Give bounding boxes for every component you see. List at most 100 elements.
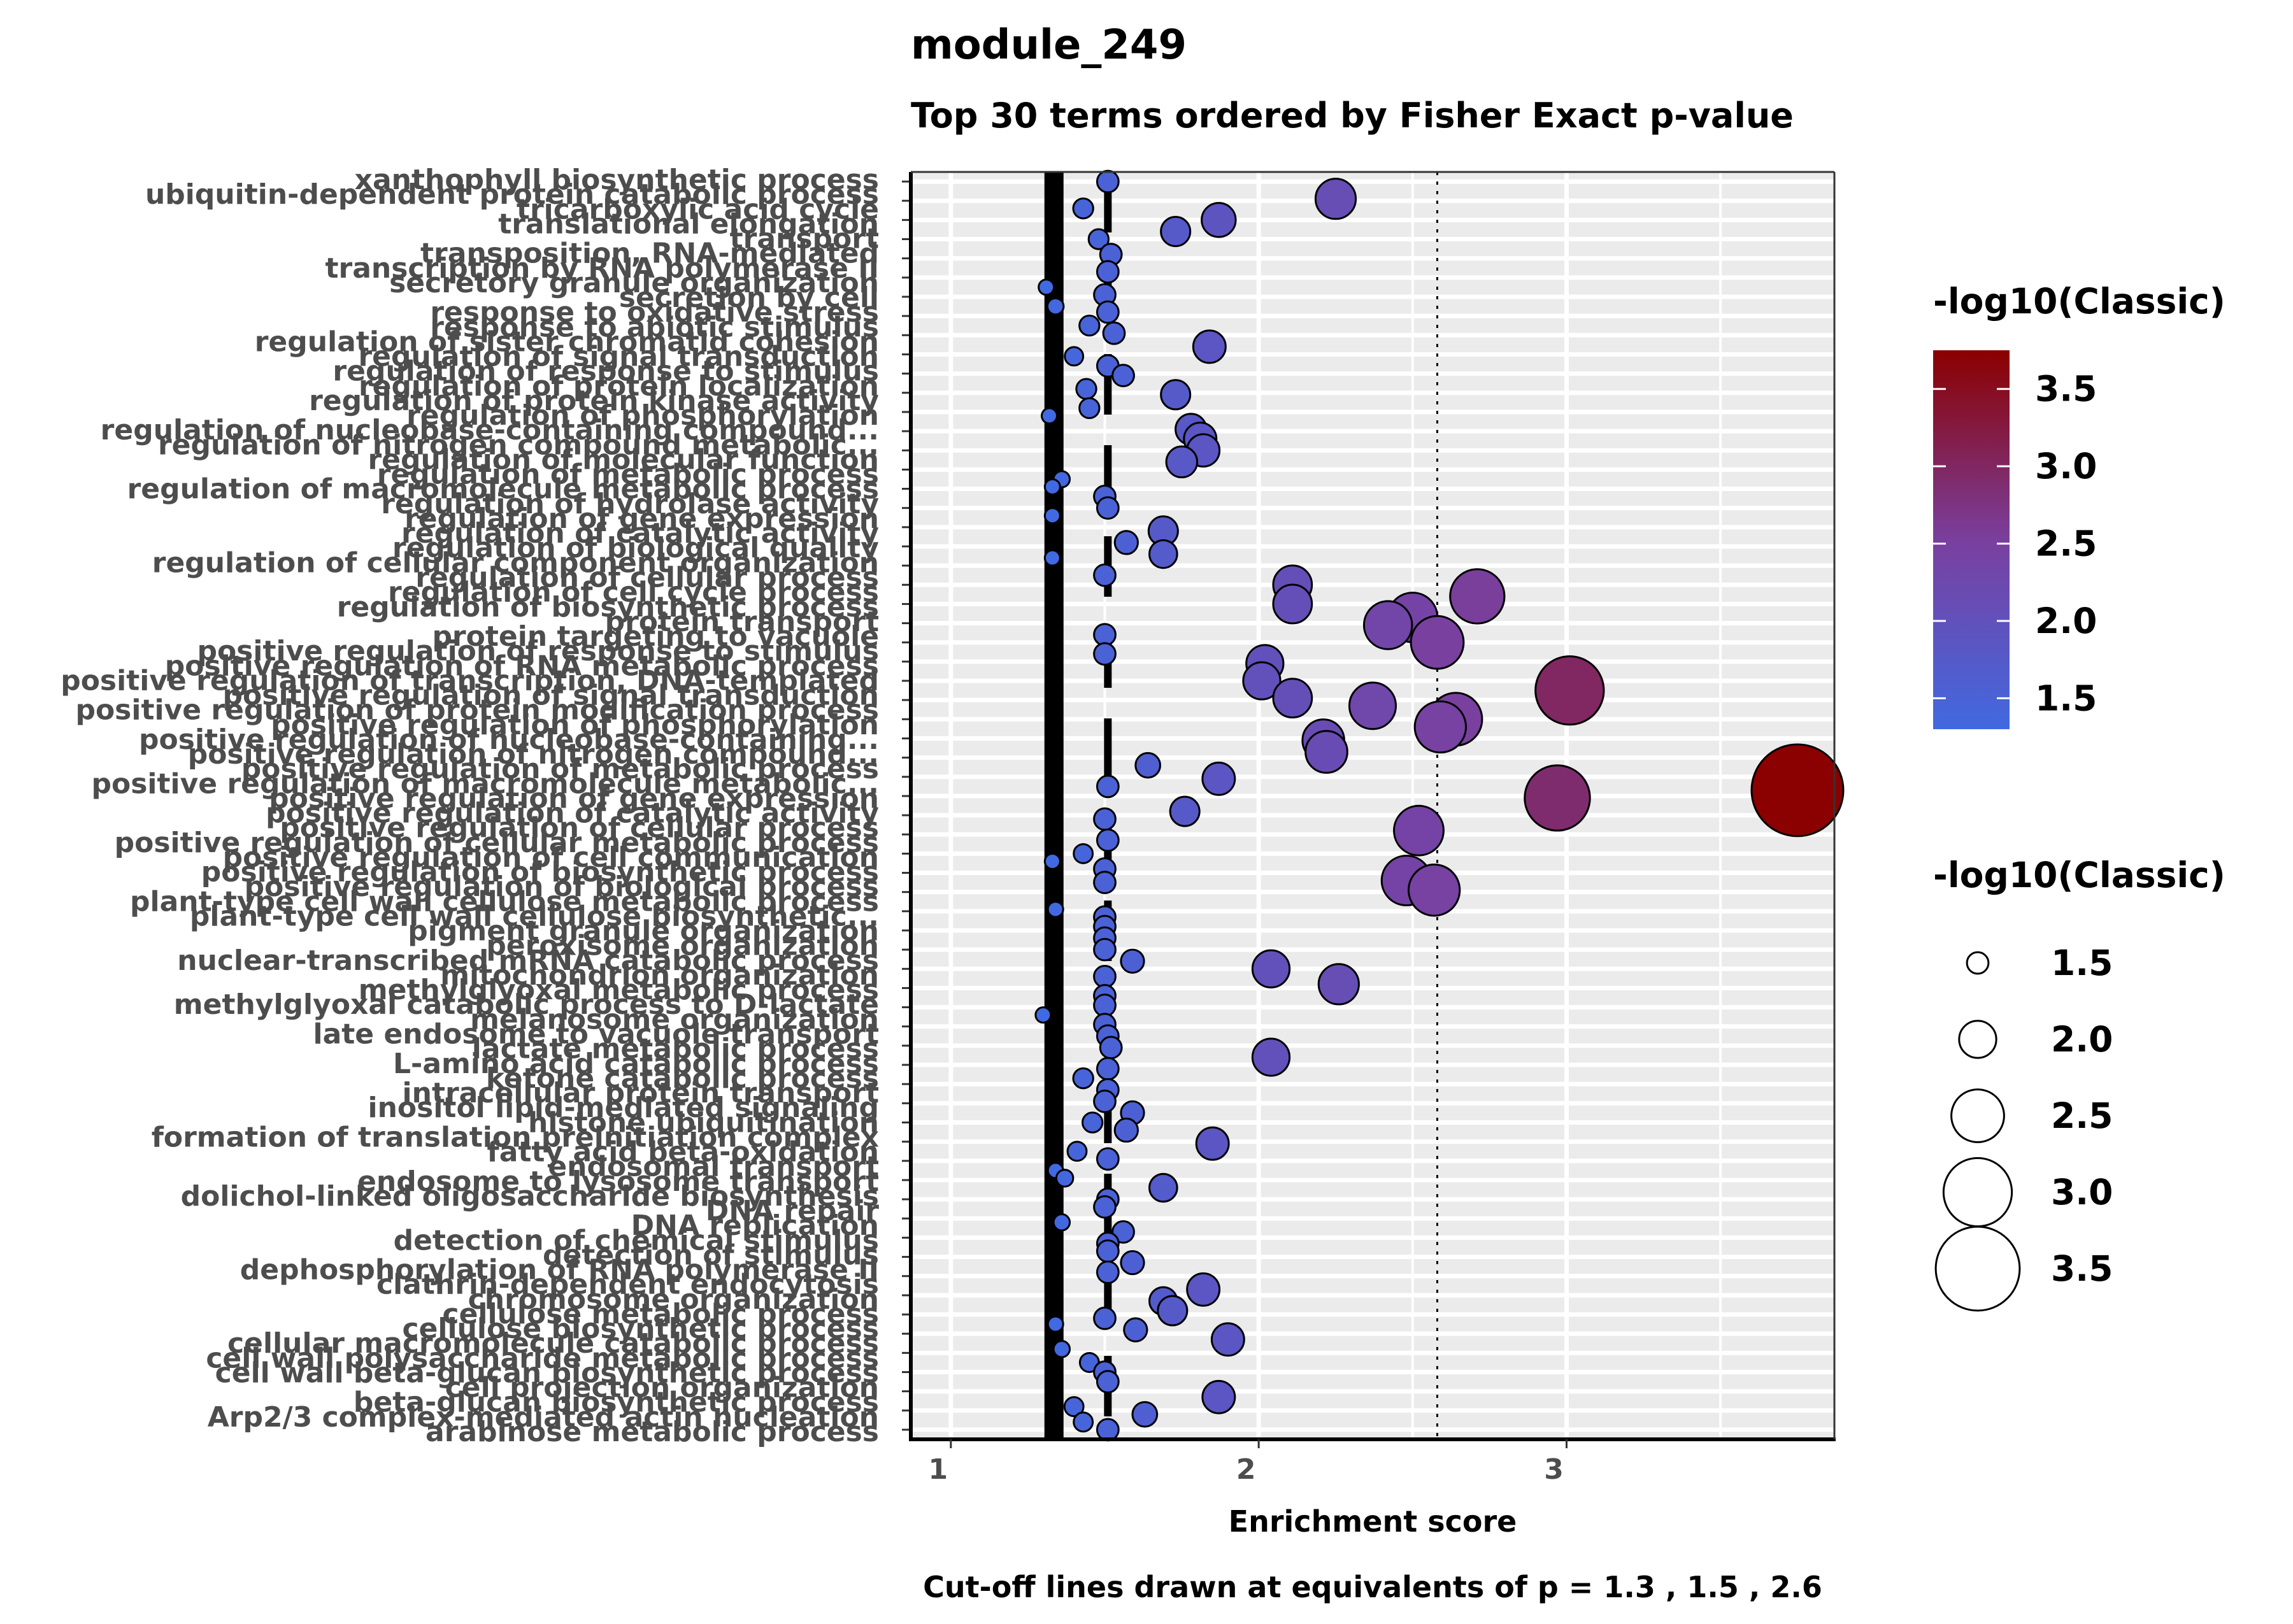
y-axis-label: DNA replication (631, 1209, 879, 1242)
y-axis-label: positive regulation of RNA metabolic pro… (165, 650, 879, 682)
y-axis-label: cellular macromolecule catabolic process (227, 1327, 879, 1360)
data-point (1052, 1213, 1071, 1232)
data-point (1304, 730, 1348, 774)
size-legend-key (1958, 1020, 1997, 1059)
color-legend-title: -log10(Classic) (1933, 281, 2225, 322)
y-axis-label: pigment granule organization (408, 915, 879, 948)
y-axis-label: melanosome organization (470, 1003, 879, 1036)
data-point (1160, 215, 1192, 247)
y-axis-label: late endosome to vacuole transport (313, 1018, 879, 1051)
color-bar (1933, 350, 2010, 729)
data-point (1093, 563, 1117, 587)
y-axis-label: regulation of biological quality (392, 532, 879, 564)
x-tick-label: 1 (929, 1453, 948, 1486)
data-point (1131, 1400, 1159, 1428)
color-legend-label: 1.5 (2035, 678, 2097, 718)
data-point (1046, 297, 1065, 316)
y-axis-label: lactate metabolic process (472, 1033, 879, 1065)
data-point (1093, 871, 1117, 895)
y-axis-label: endosome to lysosome transport (357, 1165, 879, 1198)
y-axis-label: regulation of cellular process (415, 561, 879, 594)
data-point (1096, 1147, 1120, 1171)
data-point (1195, 1126, 1230, 1161)
data-point (1201, 761, 1236, 796)
y-axis-label: regulation of cell cycle process (388, 576, 879, 609)
y-axis-label: translational elongation (498, 208, 879, 240)
y-axis-label: formation of translation preinitiation c… (152, 1121, 879, 1153)
size-legend-label: 3.0 (2051, 1172, 2113, 1213)
data-point (1063, 1396, 1085, 1418)
y-axis-label: arabinose metabolic process (425, 1416, 879, 1448)
data-point (1087, 228, 1110, 250)
data-point (1201, 1379, 1236, 1414)
y-axis-label: positive regulation of metabolic process (241, 753, 879, 785)
y-axis-label: regulation of hydrolase activity (381, 488, 879, 520)
y-axis-label: cell projection organization (445, 1372, 879, 1404)
y-axis-label: mitochondrion organization (440, 959, 879, 992)
data-point (1043, 478, 1061, 495)
data-point (1210, 1322, 1245, 1357)
y-axis-label: positive regulation of signal transducti… (223, 680, 879, 712)
data-point (1134, 751, 1162, 779)
y-axis-label: regulation of signal transduction (358, 341, 879, 373)
y-axis-label: fatty acid beta-oxidation (487, 1136, 879, 1169)
y-axis-label: response to abiotic stimulus (430, 311, 879, 343)
data-point (1272, 583, 1313, 625)
y-axis-label: beta-glucan biosynthetic process (354, 1386, 879, 1419)
data-points (1034, 169, 1845, 1442)
y-axis-label: plant-type cell wall cellulose biosynthe… (190, 900, 879, 932)
y-axis-label: regulation of cellular component organiz… (152, 546, 879, 579)
y-axis-label: methylglyoxal metabolic process (359, 974, 879, 1006)
y-axis-label: positive regulation of biological proces… (245, 871, 879, 903)
data-point (1043, 852, 1061, 870)
y-axis-label: protein transport (605, 606, 879, 638)
data-point (1096, 774, 1120, 799)
y-axis-label: regulation of biosynthetic process (337, 591, 879, 623)
data-point (1534, 655, 1605, 726)
data-point (1075, 378, 1097, 400)
y-axis-label: transport (730, 223, 879, 255)
data-point (1410, 615, 1465, 670)
data-point (1201, 202, 1237, 238)
data-point (1093, 807, 1117, 831)
y-axis-label: peroxisome organization (486, 930, 879, 962)
y-axis-label: positive regulation of biosynthetic proc… (201, 856, 879, 888)
y-axis-label: regulation of phosphorylation (406, 399, 879, 432)
y-axis-label: chromosome organization (468, 1283, 879, 1316)
y-axis-label: secretory granule organization (389, 267, 879, 299)
data-point (1064, 346, 1085, 367)
data-point (1750, 743, 1845, 837)
data-point (1272, 678, 1313, 719)
chart-subtitle: Top 30 terms ordered by Fisher Exact p-v… (911, 96, 1794, 136)
color-legend-labels: 1.5 2.0 2.5 3.0 3.5 (1933, 369, 2097, 718)
y-axis-label: Arp2/3 complex-mediated actin nucleation (208, 1401, 879, 1434)
data-point (1093, 1195, 1117, 1219)
x-tick-label: 2 (1236, 1453, 1256, 1486)
y-axis-label: nuclear-transcribed mRNA catabolic proce… (177, 944, 879, 977)
y-axis-label: intracellular protein transport (403, 1077, 879, 1109)
size-legend-items: 1.5 2.0 2.5 3.0 3.5 (1934, 943, 2113, 1312)
size-legend-label: 1.5 (2051, 943, 2113, 983)
data-point (1096, 1260, 1120, 1285)
data-point (1081, 1111, 1104, 1134)
y-axis-label: positive regulation of cell communicatio… (223, 841, 879, 874)
y-axis-label: transposition, RNA-mediated (420, 238, 879, 270)
data-point (1096, 1370, 1120, 1393)
size-legend-key (1966, 951, 1990, 975)
y-axis-label: regulation of sister chromatid cohesion (255, 325, 879, 358)
data-point (1148, 1172, 1178, 1203)
y-axis-label: xanthophyll biosynthetic process (355, 164, 879, 196)
y-axis-label: cellulose biosynthetic process (402, 1313, 879, 1345)
cutoff-lines (1044, 172, 1438, 1439)
x-axis-ticks: 1 2 3 (929, 1439, 1568, 1486)
y-axis-label: positive regulation of macromolecule met… (92, 767, 880, 800)
y-axis-label: positive regulation of protein modificat… (75, 694, 879, 727)
color-legend-label: 2.0 (2035, 601, 2097, 641)
y-axis-label: tricarboxylic acid cycle (517, 193, 879, 225)
data-point (1242, 661, 1282, 701)
data-point (1251, 1037, 1291, 1077)
x-axis-title: Enrichment score (1229, 1504, 1517, 1539)
data-point (1096, 496, 1120, 520)
size-legend-label: 2.0 (2051, 1019, 2113, 1060)
